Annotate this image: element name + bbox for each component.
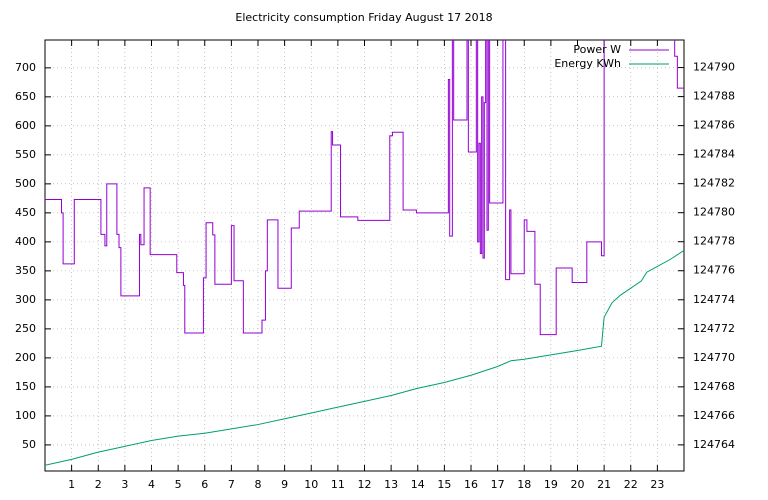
y2-tick-label: 124782 bbox=[693, 177, 735, 190]
y2-tick-label: 124780 bbox=[693, 206, 735, 219]
x-tick-label: 13 bbox=[384, 478, 398, 491]
x-tick-label: 1 bbox=[68, 478, 75, 491]
x-tick-label: 7 bbox=[228, 478, 235, 491]
y-tick-label: 550 bbox=[15, 148, 36, 161]
x-tick-label: 22 bbox=[624, 478, 638, 491]
y2-tick-label: 124776 bbox=[693, 264, 735, 277]
y-tick-label: 200 bbox=[15, 351, 36, 364]
x-tick-label: 3 bbox=[121, 478, 128, 491]
y2-tick-label: 124788 bbox=[693, 90, 735, 103]
series-line bbox=[45, 40, 684, 336]
y2-tick-label: 124786 bbox=[693, 119, 735, 132]
x-tick-label: 20 bbox=[571, 478, 585, 491]
y-tick-label: 150 bbox=[15, 380, 36, 393]
y-tick-label: 500 bbox=[15, 177, 36, 190]
y-tick-label: 300 bbox=[15, 293, 36, 306]
plot-frame bbox=[44, 39, 685, 472]
x-tick-label: 11 bbox=[331, 478, 345, 491]
x-tick-label: 8 bbox=[255, 478, 262, 491]
x-tick-label: 10 bbox=[304, 478, 318, 491]
y-tick-label: 700 bbox=[15, 61, 36, 74]
x-tick-label: 15 bbox=[437, 478, 451, 491]
legend-label: Energy KWh bbox=[554, 57, 621, 70]
x-tick-label: 23 bbox=[650, 478, 664, 491]
x-tick-label: 16 bbox=[464, 478, 478, 491]
y2-tick-label: 124768 bbox=[693, 380, 735, 393]
x-tick-label: 19 bbox=[544, 478, 558, 491]
y-tick-label: 250 bbox=[15, 322, 36, 335]
y-tick-label: 450 bbox=[15, 206, 36, 219]
x-tick-label: 18 bbox=[517, 478, 531, 491]
y-tick-label: 50 bbox=[22, 438, 36, 451]
y2-tick-label: 124784 bbox=[693, 148, 735, 161]
y-tick-label: 400 bbox=[15, 235, 36, 248]
x-tick-label: 4 bbox=[148, 478, 155, 491]
x-tick-label: 9 bbox=[281, 478, 288, 491]
x-tick-label: 5 bbox=[175, 478, 182, 491]
y-tick-label: 100 bbox=[15, 409, 36, 422]
x-tick-label: 14 bbox=[411, 478, 425, 491]
y-tick-label: 350 bbox=[15, 264, 36, 277]
x-tick-label: 12 bbox=[358, 478, 372, 491]
y2-tick-label: 124764 bbox=[693, 438, 735, 451]
y-tick-label: 600 bbox=[15, 119, 36, 132]
x-tick-label: 17 bbox=[491, 478, 505, 491]
plot-area bbox=[45, 40, 684, 466]
y2-tick-label: 124790 bbox=[693, 61, 735, 74]
x-tick-label: 21 bbox=[597, 478, 611, 491]
legend-label: Power W bbox=[573, 43, 621, 56]
series-line bbox=[45, 250, 684, 466]
x-tick-label: 6 bbox=[201, 478, 208, 491]
y2-tick-label: 124772 bbox=[693, 322, 735, 335]
y2-tick-label: 124766 bbox=[693, 409, 735, 422]
y-tick-label: 650 bbox=[15, 90, 36, 103]
y2-tick-label: 124778 bbox=[693, 235, 735, 248]
y2-tick-label: 124774 bbox=[693, 293, 735, 306]
chart-title: Electricity consumption Friday August 17… bbox=[235, 11, 492, 24]
y2-tick-label: 124770 bbox=[693, 351, 735, 364]
x-tick-label: 2 bbox=[95, 478, 102, 491]
